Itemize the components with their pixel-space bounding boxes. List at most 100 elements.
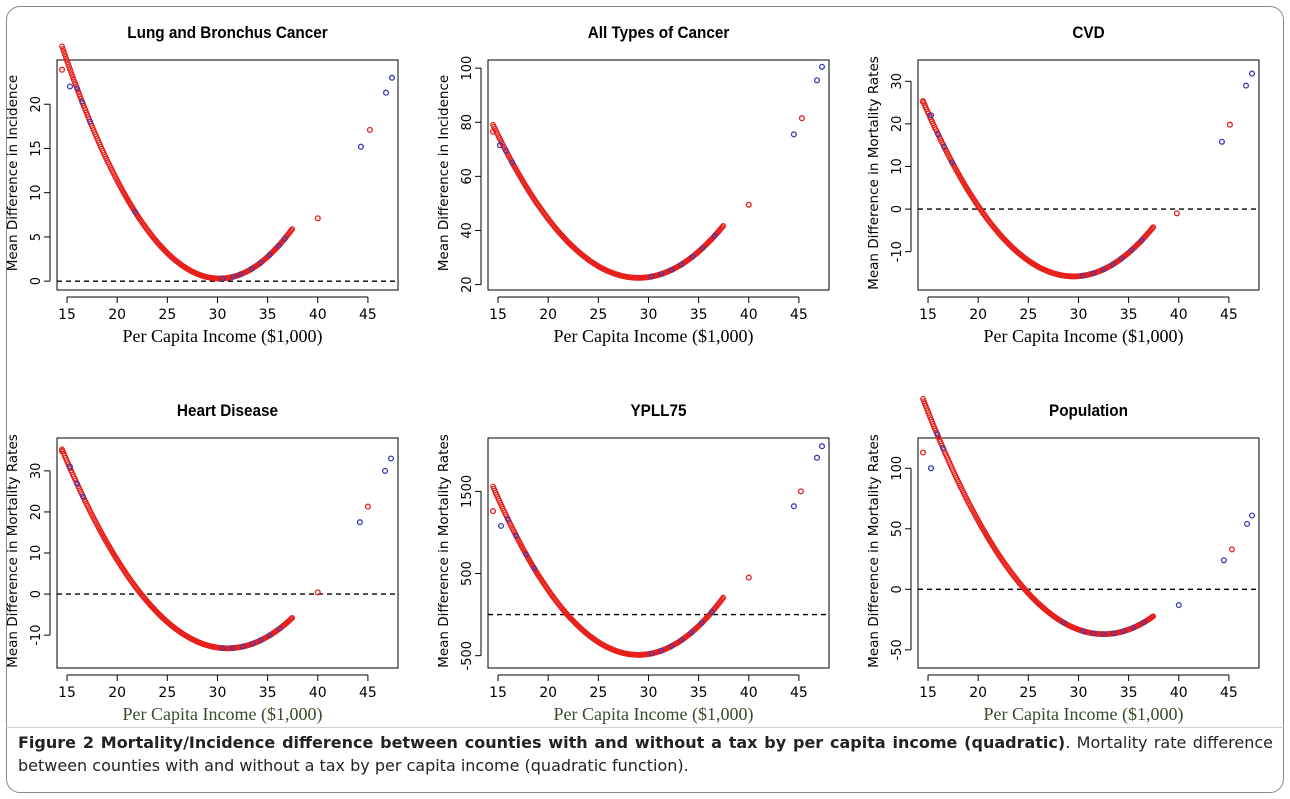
plot-box [57, 438, 398, 668]
y-tick-label: 10 [29, 184, 44, 201]
y-tick-label: 20 [29, 504, 44, 521]
data-point [746, 202, 751, 207]
data-point [1220, 139, 1225, 144]
chart-title: CVD [1072, 23, 1104, 42]
chart-panel-6: Population 15 20 25 30 35 40 45 -50 0 50 100 Mean Di… [866, 397, 1259, 726]
chart-title: Lung and Bronchus Cancer [127, 23, 328, 42]
y-tick-label: 5 [29, 233, 44, 241]
data-point [800, 116, 805, 121]
chart-title: Population [1049, 401, 1128, 420]
y-tick-label: 60 [460, 168, 475, 185]
x-axis-label: Per Capita Income ($1,000) [984, 326, 1184, 347]
data-point [358, 520, 363, 525]
x-tick-label: 30 [1070, 685, 1088, 701]
data-point [1250, 71, 1255, 76]
y-tick-label: 0 [29, 277, 44, 285]
x-tick-label: 25 [589, 685, 607, 701]
x-tick-label: 25 [158, 685, 176, 701]
y-tick-label: 0 [890, 205, 905, 213]
y-tick-label: 50 [890, 521, 905, 538]
plot-box [488, 60, 829, 290]
data-point [1222, 558, 1227, 563]
x-tick-label: 20 [539, 307, 557, 323]
y-tick-label: 100 [460, 56, 475, 81]
data-point [792, 504, 797, 509]
x-tick-label: 45 [359, 307, 377, 323]
plot-box [488, 438, 829, 668]
y-tick-label: 100 [890, 456, 905, 481]
x-tick-label: 20 [969, 685, 987, 701]
data-point [60, 67, 65, 72]
x-tick-label: 40 [309, 685, 327, 701]
data-point [1230, 547, 1235, 552]
y-tick-label: 20 [890, 116, 905, 133]
caption-bold: Figure 2 Mortality/Incidence difference … [18, 733, 1065, 752]
x-tick-label: 20 [108, 685, 126, 701]
x-tick-label: 20 [108, 307, 126, 323]
x-tick-label: 20 [969, 307, 987, 323]
x-tick-label: 45 [359, 685, 377, 701]
data-point [815, 78, 820, 83]
data-point [359, 144, 364, 149]
y-tick-label: 10 [29, 545, 44, 562]
chart-panel-3: CVD 15 20 25 30 35 40 45 -10 0 10 20 30 Mean Differen… [866, 23, 1259, 347]
data-point [1176, 603, 1181, 608]
x-tick-label: 15 [58, 307, 76, 323]
x-tick-label: 35 [1120, 307, 1138, 323]
y-tick-label: 0 [890, 585, 905, 593]
x-tick-label: 35 [690, 685, 708, 701]
x-tick-label: 40 [1170, 307, 1188, 323]
x-tick-label: 25 [1019, 307, 1037, 323]
y-tick-label: 0 [29, 590, 44, 598]
data-point [746, 575, 751, 580]
data-point [499, 524, 504, 529]
x-axis-label: Per Capita Income ($1,000) [984, 704, 1184, 725]
y-tick-label: 30 [29, 463, 44, 480]
y-tick-label: -10 [890, 241, 905, 262]
x-tick-label: 45 [790, 307, 808, 323]
x-tick-label: 25 [158, 307, 176, 323]
chart-title: YPLL75 [630, 401, 686, 420]
y-axis-label: Mean Difference in Mortality Rates [866, 56, 882, 290]
y-tick-label: -500 [460, 641, 475, 671]
y-tick-label: 20 [29, 96, 44, 113]
x-tick-label: 30 [640, 685, 658, 701]
y-tick-label: 80 [460, 114, 475, 131]
x-tick-label: 40 [740, 307, 758, 323]
data-point [491, 509, 496, 514]
data-point [1250, 513, 1255, 518]
x-tick-label: 15 [919, 307, 937, 323]
x-tick-label: 40 [309, 307, 327, 323]
x-tick-label: 30 [209, 685, 227, 701]
chart-title: All Types of Cancer [588, 23, 730, 42]
y-tick-label: 40 [460, 222, 475, 239]
data-point [383, 469, 388, 474]
x-tick-label: 45 [1220, 685, 1238, 701]
data-point [921, 450, 926, 455]
chart-panel-5: YPLL7515 20 25 30 35 40 45-5005001500Mean Diff… [436, 401, 829, 725]
data-point [68, 84, 73, 89]
data-point [792, 132, 797, 137]
data-point [929, 466, 934, 471]
data-point [820, 444, 825, 449]
x-tick-label: 35 [1120, 685, 1138, 701]
y-axis-label: Mean Difference in Mortality Rates [436, 434, 452, 668]
x-tick-label: 20 [539, 685, 557, 701]
x-tick-label: 15 [919, 685, 937, 701]
x-tick-label: 45 [790, 685, 808, 701]
chart-panel-2: All Types of Cancer15 20 25 30 35 40 452040608… [436, 23, 829, 347]
x-tick-label: 30 [1070, 307, 1088, 323]
data-point [1228, 122, 1233, 127]
plot-box [918, 60, 1259, 290]
y-tick-label: -50 [890, 639, 905, 660]
data-point [799, 489, 804, 494]
y-tick-label: 500 [460, 561, 475, 586]
y-axis-label: Mean Difference in Incidence [5, 75, 21, 271]
x-tick-label: 45 [1220, 307, 1238, 323]
x-tick-label: 15 [489, 685, 507, 701]
y-tick-label: 30 [890, 73, 905, 90]
x-tick-label: 35 [259, 685, 277, 701]
x-tick-label: 30 [640, 307, 658, 323]
y-tick-label: 20 [460, 276, 475, 293]
x-axis-label: Per Capita Income ($1,000) [554, 326, 754, 347]
